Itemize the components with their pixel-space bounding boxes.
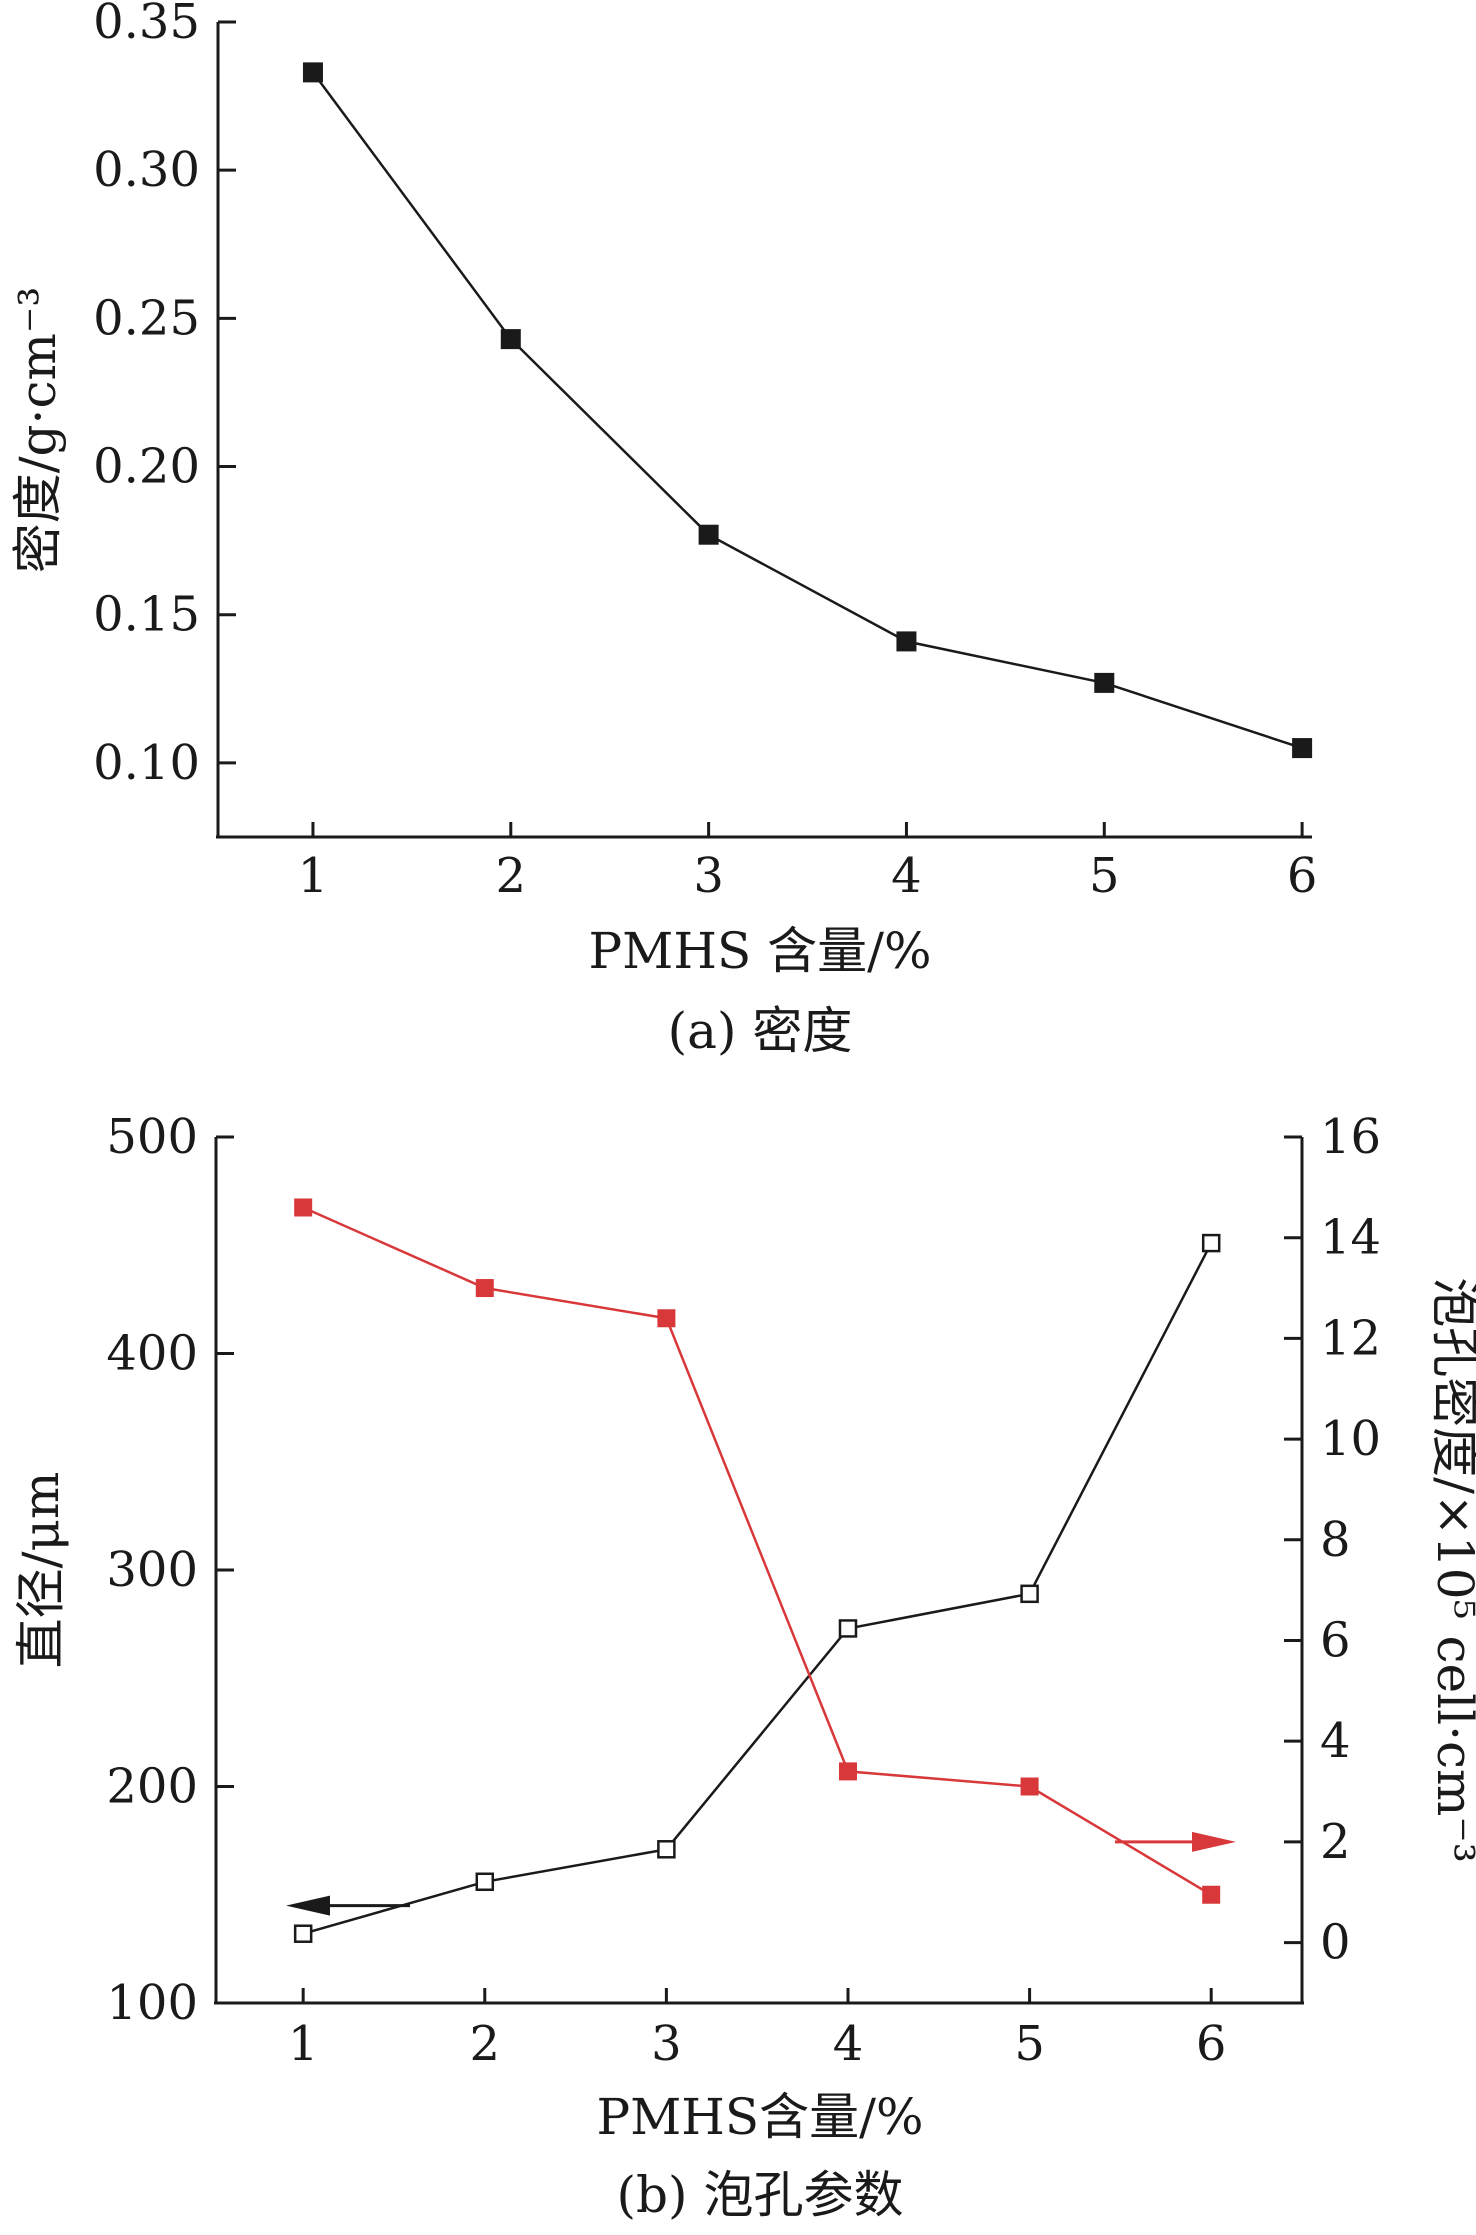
panel-a-density-point bbox=[698, 524, 719, 545]
panel-b-ytick-left-label: 100 bbox=[106, 1975, 198, 2031]
panel-a-density-line bbox=[311, 71, 1303, 750]
panel-b-ytick-left-label: 400 bbox=[106, 1326, 198, 1382]
panel-b-ytick-right-label: 12 bbox=[1320, 1310, 1381, 1366]
right-axis-arrow-icon bbox=[1192, 1831, 1236, 1852]
panel-b-xtick-label: 3 bbox=[651, 2016, 682, 2072]
panel-b-ytick-right-label: 0 bbox=[1320, 1915, 1351, 1971]
panel-a-ytick-label: 0.15 bbox=[93, 587, 200, 643]
panel-b-ytick-right-label: 6 bbox=[1320, 1612, 1351, 1668]
panel-b-ytick-left-label: 300 bbox=[106, 1542, 198, 1598]
panel-b-diameter-point bbox=[838, 1619, 858, 1638]
panel-a-xtick-label: 4 bbox=[891, 848, 922, 904]
panel-b-ytick-right-label: 16 bbox=[1320, 1109, 1381, 1165]
panel-b-ytick-right-label: 4 bbox=[1320, 1713, 1351, 1769]
panel-a-density-point bbox=[896, 631, 917, 652]
panel-b-ytick-right-label: 14 bbox=[1320, 1210, 1381, 1266]
panel-b-xlabel: PMHS含量/% bbox=[596, 2088, 923, 2146]
panel-b-xtick-label: 4 bbox=[833, 2016, 864, 2072]
panel-b-xtick-label: 6 bbox=[1196, 2016, 1227, 2072]
panel-a-ytick-label: 0.20 bbox=[93, 439, 200, 495]
panel-a-density-point bbox=[1292, 738, 1313, 759]
panel-b-x-ticks: 1 2 3 4 5 6 bbox=[288, 1988, 1227, 2072]
panel-b-plot bbox=[293, 1198, 1221, 1943]
panel-a-ytick-label: 0.30 bbox=[93, 142, 200, 198]
panel-b-y-ticks-left: 100 200 300 400 500 bbox=[106, 1109, 234, 2031]
panel-a-xtick-label: 2 bbox=[496, 848, 527, 904]
panel-a-xtick-label: 1 bbox=[298, 848, 329, 904]
panel-b-ylabel-right: 泡孔密度/×10⁵ cell·cm⁻³ bbox=[1426, 1277, 1476, 1863]
panel-b-cell-density-point bbox=[838, 1762, 857, 1781]
panel-b-diameter-point bbox=[1201, 1233, 1221, 1253]
panel-b-diameter-point bbox=[293, 1924, 313, 1943]
panel-b-ytick-left-label: 500 bbox=[106, 1109, 198, 1165]
panel-b-caption: (b) 泡孔参数 bbox=[617, 2166, 904, 2224]
panel-b-cell-density-point bbox=[657, 1309, 676, 1328]
panel-a-ytick-label: 0.35 bbox=[93, 0, 200, 50]
panel-b-xtick-label: 2 bbox=[470, 2016, 501, 2072]
panel-b-xtick-label: 5 bbox=[1014, 2016, 1045, 2072]
panel-a-x-ticks: 1 2 3 4 5 6 bbox=[298, 822, 1318, 904]
panel-a-density-point bbox=[302, 62, 323, 83]
panel-a-y-ticks: 0.10 0.15 0.20 0.25 0.30 0.35 bbox=[93, 0, 236, 791]
panel-b-diameter-line bbox=[302, 1242, 1213, 1935]
left-axis-arrow-icon bbox=[286, 1895, 330, 1916]
panel-a: 0.10 0.15 0.20 0.25 0.30 0.35 1 2 3 4 5 6 密度/g·cm⁻… bbox=[9, 0, 1317, 1060]
panel-b-ytick-right-label: 2 bbox=[1320, 1814, 1351, 1870]
panel-a-ylabel: 密度/g·cm⁻³ bbox=[9, 287, 67, 574]
panel-b-arrows bbox=[286, 1831, 1236, 1916]
panel-b-y-ticks-right: 0 2 4 6 8 10 12 14 16 bbox=[1284, 1109, 1381, 1971]
panel-a-plot bbox=[302, 62, 1313, 759]
panel-b-ytick-right-label: 10 bbox=[1320, 1411, 1381, 1467]
panel-a-density-point bbox=[500, 329, 521, 350]
panel-b-diameter-point bbox=[475, 1872, 495, 1892]
panel-b-diameter-point bbox=[657, 1840, 676, 1859]
panel-b-ytick-left-label: 200 bbox=[106, 1759, 198, 1815]
panel-b-cell-density-point bbox=[1202, 1885, 1221, 1904]
panel-a-ytick-label: 0.25 bbox=[93, 290, 200, 346]
panel-b-ytick-right-label: 8 bbox=[1320, 1512, 1351, 1568]
panel-b-cell-density-point bbox=[475, 1279, 494, 1298]
panel-a-ytick-label: 0.10 bbox=[93, 735, 200, 791]
panel-b-cell-density-point bbox=[1020, 1777, 1039, 1796]
panel-b-xtick-label: 1 bbox=[288, 2016, 319, 2072]
panel-b-ylabel-left: 直径/μm bbox=[12, 1472, 70, 1669]
panel-b-cell-density-line bbox=[302, 1206, 1212, 1896]
panel-a-xtick-label: 5 bbox=[1089, 848, 1120, 904]
panel-a-caption: (a) 密度 bbox=[668, 1002, 853, 1060]
panel-a-xtick-label: 6 bbox=[1287, 848, 1318, 904]
panel-b-diameter-point bbox=[1020, 1584, 1039, 1604]
panel-b-cell-density-point bbox=[294, 1198, 313, 1217]
panel-a-xlabel: PMHS 含量/% bbox=[589, 922, 932, 980]
panel-a-density-point bbox=[1094, 672, 1115, 693]
panel-a-xtick-label: 3 bbox=[693, 848, 724, 904]
